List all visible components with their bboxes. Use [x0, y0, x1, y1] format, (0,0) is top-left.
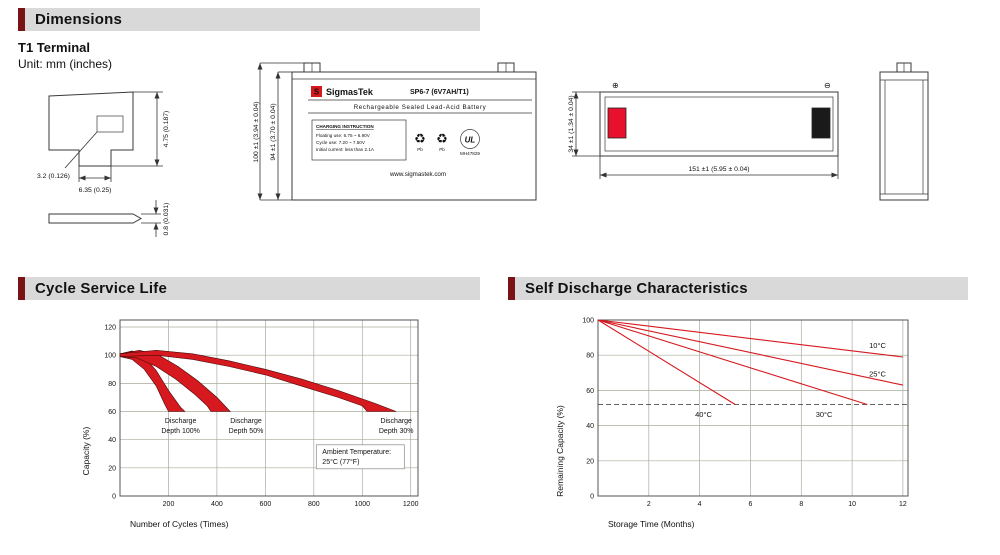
svg-text:8: 8	[799, 501, 803, 508]
ul-mark: UL	[465, 136, 476, 145]
battery-side-body	[879, 62, 929, 201]
dimensions-title: Dimensions	[35, 11, 123, 28]
positive-symbol: ⊕	[612, 81, 619, 90]
top-dim-lines	[572, 91, 839, 179]
front-view-drawing: 100 ±1 (3.94 ± 0.04) 94 ±1 (3.70 ± 0.04)…	[253, 62, 537, 201]
svg-text:20: 20	[108, 465, 116, 472]
brand-logo-letter: S	[314, 88, 320, 97]
svg-text:0: 0	[112, 494, 116, 501]
svg-text:Ambient Temperature:: Ambient Temperature:	[322, 449, 391, 456]
website: www.sigmastek.com	[389, 171, 446, 178]
charging-instruction-title: CHARGING INSTRUCTION	[316, 124, 374, 129]
svg-text:80: 80	[108, 381, 116, 388]
svg-text:30°C: 30°C	[816, 410, 833, 419]
svg-text:12: 12	[899, 501, 907, 508]
charging-line-initial: Initial current: less than 2.1A	[316, 147, 375, 152]
svg-text:4: 4	[698, 501, 702, 508]
negative-symbol: ⊖	[824, 81, 831, 90]
terminal-outline	[48, 91, 134, 167]
battery-top-body	[599, 91, 839, 157]
svg-text:Capacity (%): Capacity (%)	[81, 427, 91, 476]
cycle-service-life-title: Cycle Service Life	[35, 280, 168, 297]
dim-terminal-thickness: 0.8 (0.031)	[163, 203, 170, 236]
svg-text:2: 2	[647, 501, 651, 508]
svg-text:6: 6	[749, 501, 753, 508]
battery-type-subtitle: Rechargeable Sealed Lead-Acid Battery	[354, 104, 487, 111]
positive-terminal	[607, 107, 627, 139]
svg-text:120: 120	[104, 325, 116, 332]
dimensions-header: Dimensions	[18, 8, 480, 31]
svg-text:10: 10	[848, 501, 856, 508]
battery-label: S SigmasTek SP6-7 (6V7AH/T1) Rechargeabl…	[308, 86, 532, 178]
dim-top-width: 34 ±1 (1.34 ± 0.04)	[568, 95, 575, 152]
svg-text:Discharge: Discharge	[230, 418, 262, 425]
charging-line-floating: Floating use: 6.75 ~ 6.90V	[316, 133, 371, 138]
svg-text:Discharge: Discharge	[380, 418, 412, 425]
model-number: SP6-7 (6V7AH/T1)	[410, 89, 469, 96]
self-discharge-chart: 2 4 6 8 10 12 0 20 40 60 80 100 10°C 25°C 30°C 40°C Stor…	[555, 318, 909, 529]
svg-text:1000: 1000	[355, 501, 371, 508]
cycle-service-life-chart: 200 400 600 800 1000 1200 0 20 40 60 80 100 120 Disch…	[81, 319, 419, 529]
terminal-detail-drawing: 4.75 (0.187) 3.2 (0.126) 6.35 (0.25) 0.8…	[37, 91, 170, 237]
svg-text:60: 60	[108, 409, 116, 416]
svg-text:10°C: 10°C	[869, 341, 886, 350]
charging-instruction-box	[311, 119, 407, 161]
svg-text:Depth 50%: Depth 50%	[229, 428, 264, 435]
svg-text:Storage Time (Months): Storage Time (Months)	[608, 519, 695, 529]
terminal-blade	[48, 200, 161, 237]
svg-text:40: 40	[586, 423, 594, 430]
svg-text:1200: 1200	[403, 501, 419, 508]
svg-text:Remaining Capacity (%): Remaining Capacity (%)	[555, 405, 565, 497]
top-view-drawing: ⊕ ⊖ 34 ±1 (1.34 ± 0.04) 151 ±1 (5.95 ± 0…	[568, 81, 839, 179]
terminal-dim-lines	[64, 91, 163, 182]
svg-text:60: 60	[586, 388, 594, 395]
pb-label-2: Pb	[439, 147, 445, 152]
dim-body-height: 94 ±1 (3.70 ± 0.04)	[270, 103, 277, 160]
svg-text:25°C: 25°C	[869, 369, 886, 378]
svg-text:600: 600	[260, 501, 272, 508]
battery-front-body	[291, 62, 537, 201]
pb-label-1: Pb	[417, 147, 423, 152]
svg-text:80: 80	[586, 353, 594, 360]
svg-text:Number of Cycles (Times): Number of Cycles (Times)	[130, 519, 229, 529]
svg-text:Depth 100%: Depth 100%	[161, 428, 200, 435]
svg-text:800: 800	[308, 501, 320, 508]
dim-terminal-width: 6.35 (0.25)	[79, 187, 112, 194]
dim-terminal-tab: 3.2 (0.126)	[37, 173, 70, 180]
brand-logo-square	[311, 86, 322, 97]
svg-text:25°C (77°F): 25°C (77°F)	[322, 458, 359, 466]
negative-terminal	[811, 107, 831, 139]
cycle-service-life-header: Cycle Service Life	[18, 277, 480, 300]
svg-text:Discharge: Discharge	[165, 418, 197, 425]
unit-label: Unit: mm (inches)	[18, 57, 113, 71]
ul-code: MH47829	[460, 151, 480, 156]
dim-top-length: 151 ±1 (5.95 ± 0.04)	[688, 166, 749, 173]
recycle-icon: ♻	[414, 131, 426, 146]
self-discharge-title: Self Discharge Characteristics	[525, 280, 748, 297]
recycle-icon-2: ♻	[436, 131, 448, 146]
terminal-type-label: T1 Terminal	[18, 40, 91, 55]
brand-name: SigmasTek	[326, 87, 374, 97]
svg-text:Depth 30%: Depth 30%	[379, 428, 414, 435]
front-dim-lines	[257, 62, 304, 201]
svg-text:100: 100	[582, 318, 594, 325]
svg-text:40°C: 40°C	[695, 410, 712, 419]
charging-line-cycle: Cycle use: 7.20 ~ 7.50V	[316, 140, 366, 145]
svg-text:400: 400	[211, 501, 223, 508]
dim-terminal-height: 4.75 (0.187)	[163, 111, 170, 148]
side-view-drawing	[879, 62, 929, 201]
self-discharge-header: Self Discharge Characteristics	[508, 277, 968, 300]
svg-text:0: 0	[590, 494, 594, 501]
svg-text:100: 100	[104, 353, 116, 360]
svg-text:200: 200	[163, 501, 175, 508]
ul-mark-circle	[460, 129, 480, 149]
svg-text:20: 20	[586, 458, 594, 465]
dim-total-height: 100 ±1 (3.94 ± 0.04)	[253, 101, 260, 162]
svg-text:40: 40	[108, 437, 116, 444]
